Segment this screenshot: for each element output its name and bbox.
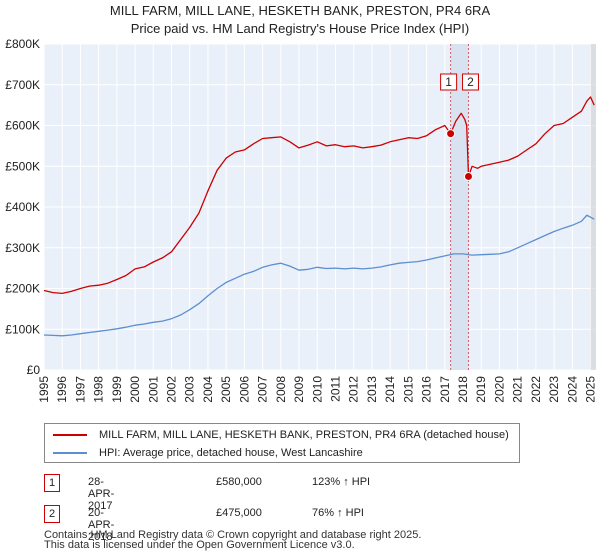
property-price-line xyxy=(43,96,595,295)
x-tick-label: 2022 xyxy=(529,376,543,403)
legend-swatch-hpi xyxy=(53,452,87,454)
x-tick-label: 2002 xyxy=(165,376,179,403)
x-tick-label: 1999 xyxy=(110,376,124,403)
sale-point-marker xyxy=(463,171,473,181)
legend-item-property: MILL FARM, MILL LANE, HESKETH BANK, PRES… xyxy=(53,426,509,444)
x-tick-label: 2007 xyxy=(256,376,270,403)
y-tick-label: £300K xyxy=(5,241,40,255)
x-tick-label: 2016 xyxy=(420,376,434,403)
y-tick-label: £600K xyxy=(5,119,40,133)
legend-label-hpi: HPI: Average price, detached house, West… xyxy=(99,447,363,459)
x-tick-label: 2006 xyxy=(237,376,251,403)
footer-attribution: Contains HM Land Registry data © Crown c… xyxy=(44,529,422,551)
legend-swatch-property xyxy=(53,434,87,436)
x-tick-label: 2021 xyxy=(511,376,525,403)
x-tick-label: 2017 xyxy=(438,376,452,403)
x-tick-label: 2025 xyxy=(584,376,598,403)
x-tick-label: 2011 xyxy=(328,376,342,402)
x-tick-label: 2024 xyxy=(565,376,579,403)
series-lines xyxy=(43,96,595,337)
footer-line-1: Contains HM Land Registry data © Crown c… xyxy=(44,529,422,541)
x-tick-label: 2005 xyxy=(219,376,233,403)
transaction-hpi-change: 123% ↑ HPI xyxy=(312,476,371,488)
x-axis-labels: 1995 1996 1997 1998 1999 2000 2001 2002 2003 2004… xyxy=(37,376,598,403)
y-tick-label: £400K xyxy=(5,200,40,214)
transaction-hpi-change: 76% ↑ HPI xyxy=(312,507,364,519)
sale-shading xyxy=(450,44,596,370)
title-line-1: MILL FARM, MILL LANE, HESKETH BANK, PRES… xyxy=(109,3,491,18)
x-tick-label: 2009 xyxy=(292,376,306,403)
forecast-hatch xyxy=(590,44,596,370)
x-tick-label: 2012 xyxy=(347,376,361,403)
hpi-line xyxy=(43,214,595,337)
x-tick-label: 2019 xyxy=(474,376,488,403)
transaction-price: £580,000 xyxy=(216,476,262,488)
x-tick-label: 2010 xyxy=(310,376,324,403)
sale-number-label: 1 xyxy=(445,75,452,89)
sale-point-marker xyxy=(446,129,456,139)
x-tick-label: 2018 xyxy=(456,376,470,403)
x-tick-label: 1997 xyxy=(73,376,87,403)
sale-period-band xyxy=(450,44,469,370)
x-tick-label: 2023 xyxy=(547,376,561,403)
transaction-date: 20-APR-2018 xyxy=(88,507,115,543)
sale-number-box xyxy=(440,73,458,91)
sale-number-label: 2 xyxy=(467,75,474,89)
transaction-number-badge: 1 xyxy=(44,474,60,492)
y-tick-label: £0 xyxy=(27,363,41,377)
transaction-number-badge: 2 xyxy=(44,505,60,523)
line-chart: £0 £100K £200K £300K £400K £500K £600K £700K £80… xyxy=(5,37,598,403)
legend: MILL FARM, MILL LANE, HESKETH BANK, PRES… xyxy=(44,423,520,463)
transaction-date: 28-APR-2017 xyxy=(88,476,115,512)
y-tick-label: £800K xyxy=(5,37,40,51)
x-tick-label: 2000 xyxy=(128,376,142,403)
chart-title: MILL FARM, MILL LANE, HESKETH BANK, PRES… xyxy=(0,2,600,38)
transaction-price: £475,000 xyxy=(216,507,262,519)
x-tick-label: 2003 xyxy=(183,376,197,403)
y-tick-label: £100K xyxy=(5,322,40,336)
legend-item-hpi: HPI: Average price, detached house, West… xyxy=(53,444,363,462)
x-tick-label: 2020 xyxy=(492,376,506,403)
x-tick-label: 2004 xyxy=(201,376,215,403)
x-tick-label: 2013 xyxy=(365,376,379,403)
y-axis-labels: £0 £100K £200K £300K £400K £500K £600K £700K £80… xyxy=(5,37,40,377)
sale-number-box xyxy=(461,73,479,91)
y-tick-label: £700K xyxy=(5,78,40,92)
x-tick-label: 1995 xyxy=(37,376,51,403)
legend-label-property: MILL FARM, MILL LANE, HESKETH BANK, PRES… xyxy=(99,429,509,441)
title-line-2: Price paid vs. HM Land Registry's House … xyxy=(130,21,470,36)
y-tick-label: £200K xyxy=(5,282,40,296)
x-tick-label: 2014 xyxy=(383,376,397,403)
y-tick-label: £500K xyxy=(5,159,40,173)
x-tick-label: 1996 xyxy=(55,376,69,403)
x-tick-label: 2015 xyxy=(401,376,415,403)
x-tick-label: 1998 xyxy=(92,376,106,403)
x-tick-label: 2001 xyxy=(146,376,160,403)
footer-line-2: This data is licensed under the Open Gov… xyxy=(44,539,355,551)
x-tick-label: 2008 xyxy=(274,376,288,403)
